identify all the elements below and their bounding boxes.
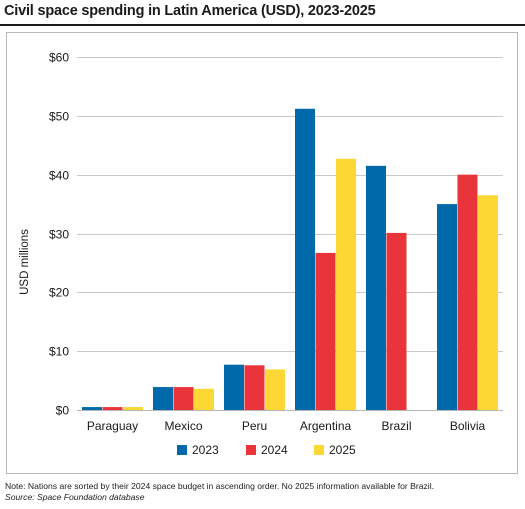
bars <box>82 108 498 411</box>
y-axis-ticks: $0 $10 $20 $30 $40 $50 $60 <box>49 51 69 418</box>
legend-swatch-2025 <box>314 445 324 455</box>
bar-mexico-2024 <box>173 387 194 410</box>
y-tick-label: $30 <box>49 228 69 242</box>
x-tick-label: Paraguay <box>87 419 138 433</box>
bar-brazil-2024 <box>386 232 407 410</box>
bar-brazil-2023 <box>366 165 386 410</box>
title-rule <box>0 24 525 26</box>
footnote: Note: Nations are sorted by their 2024 s… <box>5 481 434 491</box>
bar-bolivia-2024 <box>457 174 478 410</box>
y-tick-label: $60 <box>49 51 69 65</box>
y-tick-label: $40 <box>49 169 69 183</box>
bar-peru-2024 <box>244 365 265 410</box>
bar-paraguay-2025 <box>123 407 143 410</box>
y-axis-label: USD millions <box>19 229 31 295</box>
legend-label: 2023 <box>192 443 219 457</box>
y-tick-label: $50 <box>49 110 69 124</box>
x-tick-label: Mexico <box>164 419 202 433</box>
legend-label: 2025 <box>329 443 356 457</box>
bar-argentina-2024 <box>315 252 336 410</box>
y-tick-label: $0 <box>56 404 70 418</box>
bar-mexico-2023 <box>153 387 173 410</box>
bar-paraguay-2023 <box>82 407 102 410</box>
bar-paraguay-2024 <box>102 407 123 410</box>
bar-bolivia-2025 <box>478 195 498 410</box>
y-tick-label: $20 <box>49 286 69 300</box>
bar-argentina-2025 <box>336 158 356 410</box>
legend-label: 2024 <box>261 443 288 457</box>
bar-peru-2023 <box>224 364 244 410</box>
x-tick-label: Peru <box>242 419 267 433</box>
legend-swatch-2023 <box>177 445 187 455</box>
bar-bolivia-2023 <box>437 204 457 410</box>
chart-title: Civil space spending in Latin America (U… <box>4 3 376 19</box>
legend-swatch-2024 <box>246 445 256 455</box>
bar-peru-2025 <box>265 369 285 410</box>
x-tick-label: Brazil <box>381 419 411 433</box>
gridlines <box>77 57 503 352</box>
source-note: Source: Space Foundation database <box>5 492 145 502</box>
x-tick-label: Argentina <box>300 419 352 433</box>
legend: 2023 2024 2025 <box>177 443 356 457</box>
bar-argentina-2023 <box>295 108 315 411</box>
y-tick-label: $10 <box>49 345 69 359</box>
x-axis-ticks: Paraguay Mexico Peru Argentina Brazil Bolivia <box>87 419 486 433</box>
bar-mexico-2025 <box>194 388 214 410</box>
x-tick-label: Bolivia <box>450 419 486 433</box>
